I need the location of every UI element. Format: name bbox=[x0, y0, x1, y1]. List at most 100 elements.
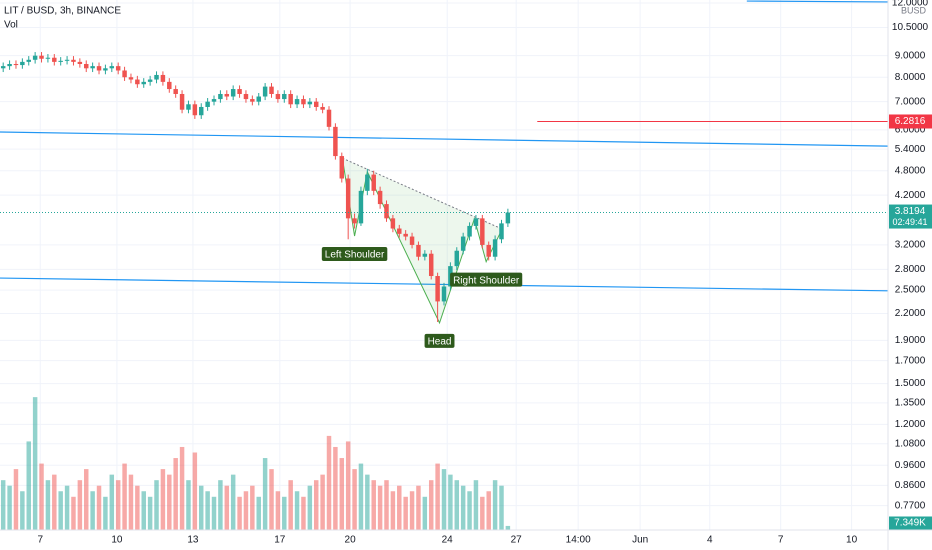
candle-body bbox=[167, 81, 172, 90]
annotation-box bbox=[321, 246, 388, 261]
candle-body bbox=[199, 106, 204, 116]
candle-body bbox=[90, 66, 95, 69]
volume-bar bbox=[103, 496, 108, 530]
candle-body bbox=[243, 93, 249, 100]
volume-bar bbox=[7, 485, 12, 530]
y-tick-label: 4.2000 bbox=[895, 190, 926, 201]
chart-title: LIT / BUSD, 3h, BINANCE bbox=[4, 6, 121, 17]
volume-bar bbox=[454, 480, 460, 530]
volume-bar bbox=[84, 469, 89, 530]
volume-bar bbox=[422, 496, 428, 530]
volume-bar bbox=[211, 496, 217, 530]
y-tick-label: 8.0000 bbox=[895, 72, 926, 83]
volume-bar bbox=[256, 496, 261, 530]
volume-bar bbox=[186, 480, 191, 530]
volume-bar bbox=[32, 397, 38, 530]
volume-bar bbox=[358, 463, 364, 530]
volume-bar bbox=[205, 491, 210, 530]
candle-body bbox=[192, 104, 198, 116]
candle-body bbox=[441, 286, 447, 302]
x-tick-label: 17 bbox=[274, 535, 286, 546]
volume-last-badge bbox=[889, 516, 932, 530]
annotation-box bbox=[424, 333, 455, 348]
volume-bar bbox=[371, 480, 376, 530]
candle-body bbox=[460, 236, 466, 251]
y-tick-label: 4.8000 bbox=[895, 165, 926, 176]
y-tick-label: 0.8600 bbox=[895, 480, 926, 491]
y-tick-label: 2.5000 bbox=[895, 285, 926, 296]
volume-bar bbox=[307, 485, 313, 530]
candle-body bbox=[454, 250, 460, 267]
candle-body bbox=[205, 101, 210, 107]
y-tick-label: 5.4000 bbox=[895, 144, 926, 155]
candle-body bbox=[352, 218, 357, 224]
volume-bar bbox=[428, 480, 434, 530]
volume-bar bbox=[409, 491, 415, 530]
volume-title: Vol bbox=[4, 20, 18, 31]
y-tick-label: 0.9600 bbox=[895, 460, 926, 471]
volume-bar bbox=[39, 463, 44, 530]
candle-body bbox=[326, 109, 332, 127]
candle-body bbox=[505, 212, 511, 224]
candle-body bbox=[358, 190, 364, 224]
candle-body bbox=[428, 253, 434, 277]
volume-bar bbox=[250, 485, 255, 530]
volume-bar bbox=[224, 485, 230, 530]
pattern-line bbox=[341, 158, 503, 325]
volume-bar bbox=[390, 491, 396, 530]
candle-body bbox=[39, 55, 44, 59]
volume-bar bbox=[403, 496, 408, 530]
volume-bar bbox=[294, 491, 300, 530]
y-tick-label: 1.7000 bbox=[895, 355, 926, 366]
candle-body bbox=[84, 63, 89, 69]
volume-bar bbox=[13, 469, 19, 530]
volume-bar bbox=[173, 458, 178, 530]
y-tick-label: 2.2000 bbox=[895, 308, 926, 319]
x-tick-label: 13 bbox=[187, 535, 199, 546]
candle-body bbox=[103, 68, 108, 71]
volume-bar bbox=[397, 485, 402, 530]
candle-body bbox=[122, 70, 127, 78]
volume-last-label: 7.349K bbox=[894, 518, 926, 529]
volume-bar bbox=[269, 469, 274, 530]
y-tick-label: 2.8000 bbox=[895, 264, 926, 275]
volume-bar bbox=[64, 485, 70, 530]
last-price-label: 3.8194 bbox=[895, 206, 926, 217]
alert-price-label: 6.2816 bbox=[895, 116, 926, 127]
volume-bar bbox=[109, 474, 115, 530]
candle-body bbox=[0, 66, 6, 69]
candle-body bbox=[71, 59, 76, 62]
candle-body bbox=[58, 60, 63, 62]
candle-body bbox=[435, 276, 440, 302]
x-tick-label: 7 bbox=[37, 535, 43, 546]
volume-bar bbox=[154, 480, 159, 530]
volume-bar bbox=[416, 485, 421, 530]
volume-bar bbox=[128, 474, 134, 530]
candle-body bbox=[313, 101, 319, 107]
volume-bar bbox=[448, 474, 453, 530]
volume-bar bbox=[77, 480, 83, 530]
candle-body bbox=[20, 61, 25, 66]
candle-body bbox=[371, 174, 376, 191]
y-tick-label: 3.2000 bbox=[895, 240, 926, 251]
x-tick-label: 27 bbox=[511, 535, 523, 546]
annotation-label: Right Shoulder bbox=[453, 275, 520, 286]
candle-body bbox=[403, 233, 408, 237]
candle-body bbox=[115, 66, 121, 71]
annotation-label: Head bbox=[428, 337, 452, 348]
y-tick-label: 1.3500 bbox=[895, 398, 926, 409]
volume-bar bbox=[282, 496, 287, 530]
candle-body bbox=[32, 55, 38, 60]
volume-bar bbox=[499, 485, 504, 530]
candle-body bbox=[269, 86, 274, 94]
volume-bar bbox=[467, 491, 472, 530]
candle-body bbox=[377, 190, 383, 205]
y-tick-label: 12.0000 bbox=[892, 0, 929, 9]
y-tick-label: 1.5000 bbox=[895, 378, 926, 389]
candle-body bbox=[333, 126, 338, 157]
candle-body bbox=[416, 244, 421, 257]
candle-body bbox=[128, 77, 134, 80]
countdown-label: 02:49:41 bbox=[892, 217, 927, 227]
candle-body bbox=[282, 93, 287, 100]
candle-body bbox=[365, 174, 370, 191]
